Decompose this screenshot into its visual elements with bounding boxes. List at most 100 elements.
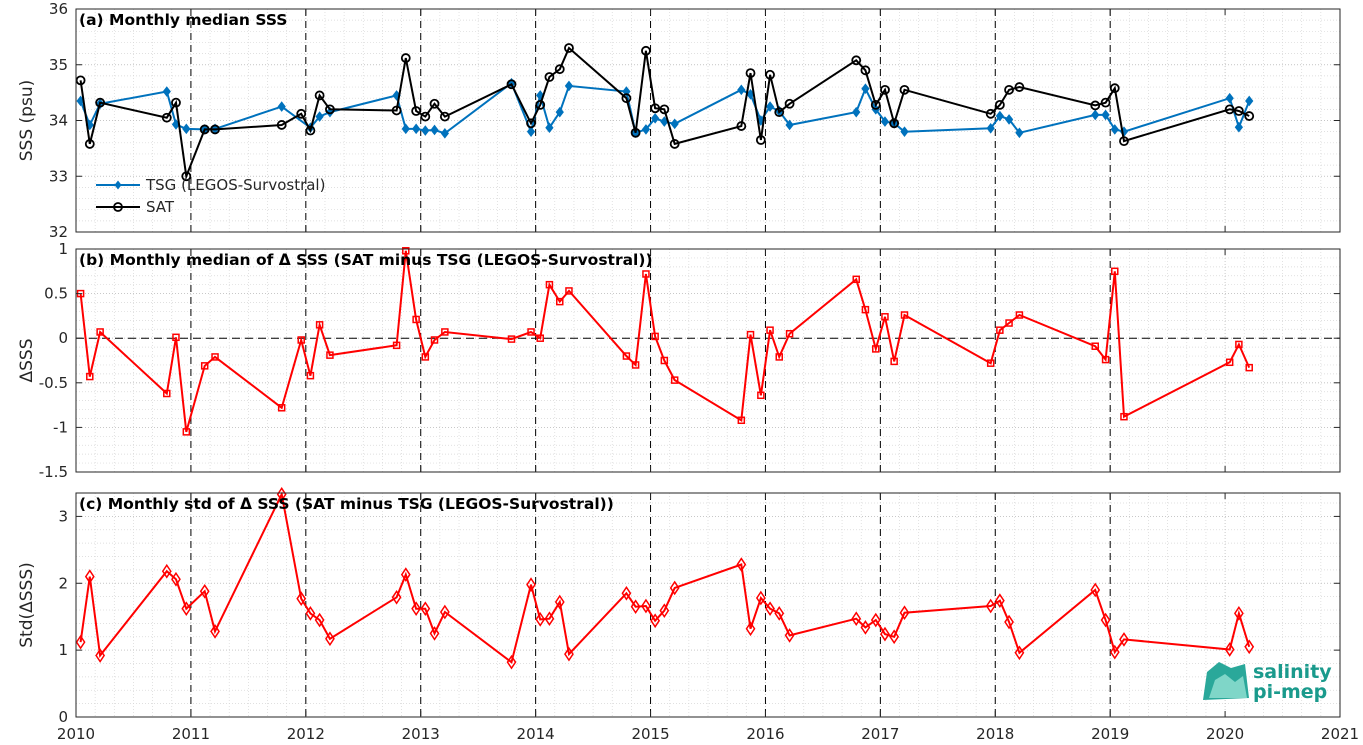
data-point	[621, 585, 632, 601]
data-point	[326, 351, 334, 359]
data-point	[1110, 124, 1119, 135]
data-point	[392, 341, 401, 350]
data-point	[84, 569, 95, 584]
data-point	[986, 359, 995, 367]
data-point	[900, 311, 909, 319]
data-point	[172, 333, 180, 342]
data-point	[1225, 92, 1234, 104]
data-point	[1233, 606, 1244, 621]
data-point	[421, 125, 430, 136]
data-point	[670, 118, 679, 130]
plot-frame	[75, 248, 1341, 473]
y-axis-label: Std(ΔSSS)	[17, 562, 37, 648]
data-point	[765, 601, 775, 617]
data-point	[411, 106, 422, 116]
data-point	[315, 321, 324, 329]
data-point	[430, 336, 439, 344]
data-point	[1109, 644, 1120, 660]
data-point	[994, 99, 1005, 110]
data-point	[880, 116, 890, 127]
data-point	[765, 101, 775, 112]
data-point	[545, 280, 554, 289]
data-point	[745, 68, 756, 79]
logo-line2: pi-mep	[1253, 681, 1327, 703]
data-point	[306, 371, 315, 380]
data-point	[861, 83, 870, 95]
data-point	[880, 626, 890, 642]
data-point	[296, 108, 307, 119]
data-point	[277, 404, 286, 412]
data-point	[630, 127, 641, 138]
data-point	[631, 361, 640, 369]
data-point	[785, 329, 794, 338]
data-point	[669, 580, 680, 596]
data-point	[870, 99, 881, 110]
data-point	[296, 591, 307, 606]
data-point	[315, 111, 324, 122]
data-point	[199, 583, 210, 599]
series-line	[79, 250, 1251, 433]
data-point	[564, 646, 574, 662]
data-point	[851, 611, 862, 627]
data-point	[544, 72, 555, 82]
x-tick-label: 2017	[861, 725, 899, 743]
data-point	[1100, 97, 1111, 108]
data-point	[277, 101, 286, 112]
y-tick-label: -1	[53, 418, 68, 436]
data-point	[861, 305, 870, 314]
data-point	[851, 55, 862, 66]
data-point	[1234, 121, 1244, 133]
data-point	[651, 112, 660, 124]
data-point	[650, 613, 661, 629]
data-point	[391, 105, 402, 116]
data-point	[314, 612, 325, 628]
data-point	[556, 297, 564, 306]
x-tick-label: 2016	[746, 725, 784, 743]
data-point	[1109, 83, 1120, 94]
data-point	[565, 287, 573, 295]
data-point	[526, 118, 536, 129]
data-point	[555, 106, 564, 118]
data-point	[860, 620, 871, 635]
data-point	[766, 326, 774, 334]
data-point	[439, 604, 450, 620]
data-point	[900, 126, 909, 137]
data-point	[621, 93, 632, 104]
data-point	[985, 108, 996, 119]
panel-title: (a) Monthly median SSS	[79, 11, 287, 29]
data-point	[439, 111, 450, 122]
data-point	[899, 84, 910, 95]
data-point	[1090, 100, 1101, 111]
legend-entry: TSG (LEGOS-Survostral)	[145, 176, 325, 194]
data-point	[544, 611, 555, 627]
data-point	[305, 606, 316, 621]
data-point	[420, 601, 431, 617]
data-point	[163, 389, 171, 398]
x-tick-label: 2014	[517, 725, 555, 743]
data-point	[669, 139, 680, 149]
data-point	[314, 90, 325, 101]
data-point	[650, 103, 661, 114]
data-point	[536, 334, 544, 342]
data-point	[554, 594, 565, 610]
data-point	[545, 122, 554, 134]
data-point	[775, 353, 783, 361]
data-point	[899, 605, 910, 621]
data-point	[1111, 267, 1119, 276]
legend-swatch-marker	[114, 180, 122, 190]
data-point	[736, 557, 747, 572]
data-point	[1091, 109, 1100, 121]
data-point	[161, 563, 172, 579]
y-tick-label: 33	[49, 167, 68, 185]
data-point	[506, 654, 517, 670]
y-tick-label: 3	[58, 507, 68, 525]
y-tick-label: 0	[58, 708, 68, 726]
data-point	[421, 353, 430, 361]
data-point	[182, 428, 191, 436]
data-point	[746, 330, 755, 339]
data-point	[95, 648, 106, 663]
y-tick-label: 1	[58, 240, 68, 258]
data-point	[755, 590, 766, 606]
data-point	[986, 122, 995, 134]
